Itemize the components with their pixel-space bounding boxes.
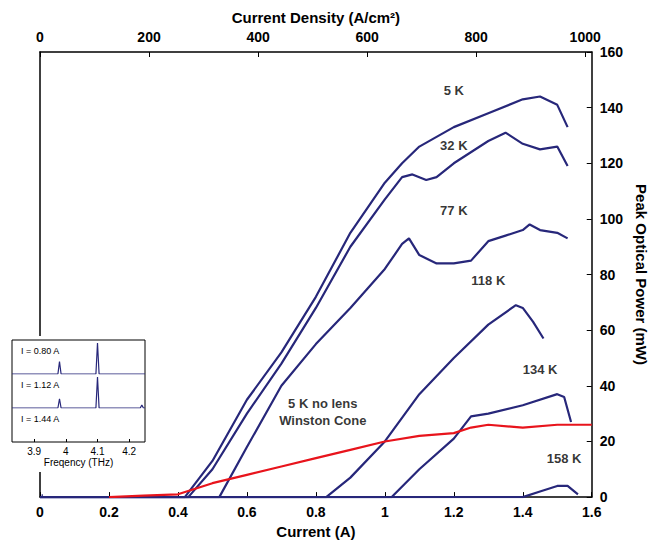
svg-text:118 K: 118 K xyxy=(471,273,506,288)
svg-text:I = 0.80 A: I = 0.80 A xyxy=(21,346,59,356)
svg-text:1000: 1000 xyxy=(570,29,601,45)
svg-text:1.4: 1.4 xyxy=(513,504,533,520)
svg-text:60: 60 xyxy=(600,322,616,338)
svg-text:400: 400 xyxy=(246,29,270,45)
svg-text:5 K no lens: 5 K no lens xyxy=(288,396,357,411)
svg-text:4.2: 4.2 xyxy=(122,446,136,457)
svg-text:Peak Optical Power (mW): Peak Optical Power (mW) xyxy=(633,184,650,365)
svg-text:0: 0 xyxy=(36,504,44,520)
svg-text:20: 20 xyxy=(600,433,616,449)
svg-text:160: 160 xyxy=(600,44,624,60)
svg-text:0: 0 xyxy=(600,489,608,505)
svg-text:800: 800 xyxy=(464,29,488,45)
svg-text:0.6: 0.6 xyxy=(237,504,257,520)
svg-text:0: 0 xyxy=(36,29,44,45)
svg-text:200: 200 xyxy=(137,29,161,45)
svg-text:Current Density (A/cm²): Current Density (A/cm²) xyxy=(232,9,400,26)
svg-text:77 K: 77 K xyxy=(440,203,468,218)
svg-text:I = 1.44 A: I = 1.44 A xyxy=(21,414,59,424)
svg-text:140: 140 xyxy=(600,100,624,116)
svg-text:0.2: 0.2 xyxy=(99,504,119,520)
svg-text:134 K: 134 K xyxy=(523,362,558,377)
svg-text:Current (A): Current (A) xyxy=(276,523,355,540)
svg-text:Winston Cone: Winston Cone xyxy=(279,413,366,428)
svg-text:1.2: 1.2 xyxy=(444,504,464,520)
svg-text:Freqency (THz): Freqency (THz) xyxy=(44,457,113,468)
svg-text:4: 4 xyxy=(63,446,69,457)
svg-text:1: 1 xyxy=(381,504,389,520)
svg-text:158 K: 158 K xyxy=(547,451,582,466)
svg-text:32 K: 32 K xyxy=(440,138,468,153)
svg-text:5 K: 5 K xyxy=(444,83,465,98)
svg-text:40: 40 xyxy=(600,378,616,394)
svg-text:0.4: 0.4 xyxy=(168,504,188,520)
svg-text:80: 80 xyxy=(600,267,616,283)
svg-text:1.6: 1.6 xyxy=(582,504,602,520)
svg-text:120: 120 xyxy=(600,155,624,171)
svg-text:I = 1.12 A: I = 1.12 A xyxy=(21,380,59,390)
svg-text:0.8: 0.8 xyxy=(306,504,326,520)
svg-text:3.9: 3.9 xyxy=(27,446,41,457)
svg-text:4.1: 4.1 xyxy=(91,446,105,457)
svg-text:600: 600 xyxy=(355,29,379,45)
svg-text:100: 100 xyxy=(600,211,624,227)
